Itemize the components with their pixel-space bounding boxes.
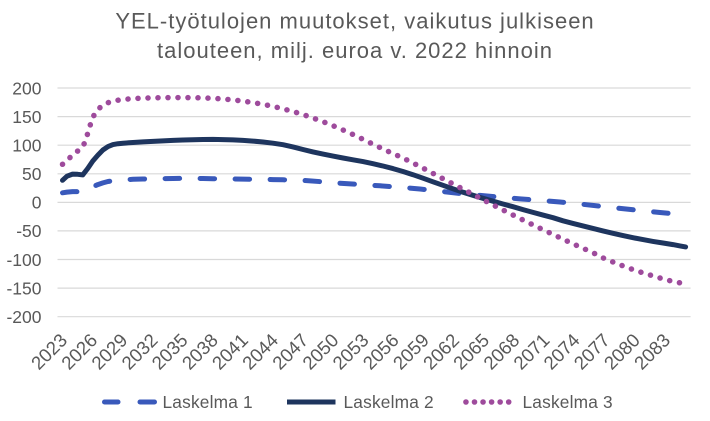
svg-text:200: 200 (12, 78, 41, 98)
svg-text:Laskelma 2: Laskelma 2 (344, 392, 434, 412)
svg-text:talouteen, milj. euroa v. 2022: talouteen, milj. euroa v. 2022 hinnoin (157, 38, 553, 63)
svg-text:-100: -100 (6, 250, 41, 270)
svg-text:50: 50 (22, 164, 42, 184)
svg-text:Laskelma 3: Laskelma 3 (523, 392, 613, 412)
svg-text:-200: -200 (6, 307, 41, 327)
svg-text:-50: -50 (16, 221, 42, 241)
svg-text:100: 100 (12, 136, 41, 156)
svg-text:-150: -150 (6, 278, 41, 298)
svg-text:YEL-työtulojen muutokset, vaik: YEL-työtulojen muutokset, vaikutus julki… (115, 9, 594, 34)
svg-text:0: 0 (32, 193, 42, 213)
svg-text:150: 150 (12, 107, 41, 127)
svg-text:Laskelma 1: Laskelma 1 (163, 392, 253, 412)
